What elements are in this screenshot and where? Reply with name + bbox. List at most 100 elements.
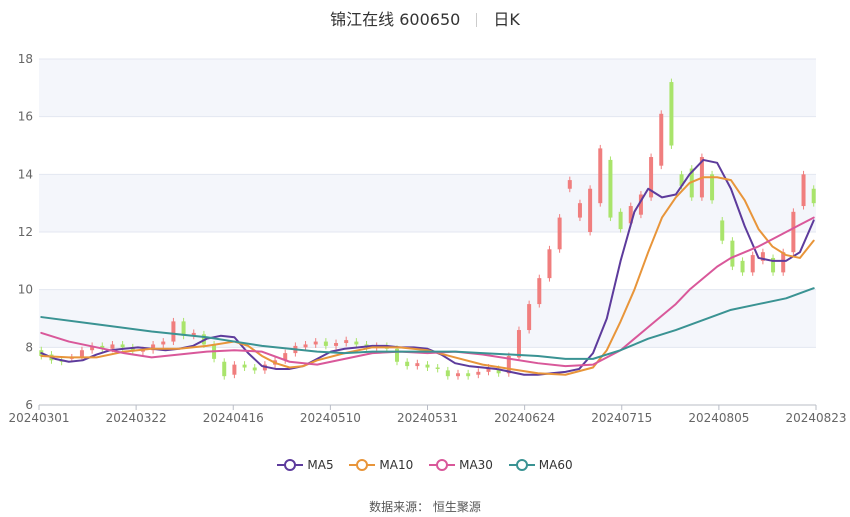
candle-body [649,157,654,198]
x-tick-label: 20240301 [8,411,69,425]
legend-marker-ma30 [429,459,456,471]
candle-body [140,350,145,352]
stock-name: 锦江在线 600650 [330,10,461,29]
candle-body [659,113,664,166]
x-tick-label: 20240322 [106,411,167,425]
candle-body [283,353,288,361]
candle-body [313,341,318,345]
title-separator [476,13,478,27]
grid-band [39,174,816,232]
candle-body [334,343,339,346]
grid-band [39,289,816,348]
candle-body [110,344,115,349]
y-tick-label: 8 [25,340,33,354]
grid-band [39,59,816,117]
candle-body [638,194,643,215]
candle-body [130,347,135,352]
legend-item-ma5[interactable]: MA5 [277,458,334,472]
y-tick-label: 12 [18,225,33,239]
chart-title: 锦江在线 600650 日K [0,6,850,29]
candle-body [486,367,491,372]
candle-body [557,217,562,250]
candle-body [608,159,613,218]
candle-body [232,364,237,375]
legend-item-ma30[interactable]: MA30 [429,458,493,472]
y-tick-label: 14 [18,167,33,181]
candle-body [161,341,166,345]
candle-body [740,260,745,273]
data-source: 数据来源： 恒生聚源 [0,498,850,515]
series-line-ma30 [40,216,815,368]
candle-body [395,348,400,362]
x-tick-label: 20240416 [203,411,264,425]
candle-body [547,249,552,279]
candle-body [222,361,227,377]
candle-body [669,82,674,146]
candle-body [618,211,623,230]
candle-body [120,344,125,348]
candle-body [710,174,715,201]
candle-body [577,203,582,218]
candle-body [425,364,430,368]
series-line-ma10 [40,176,815,376]
legend-marker-ma5 [277,459,304,471]
legend-item-ma60[interactable]: MA60 [508,458,573,472]
candle-body [771,257,776,273]
series-line-ma60 [40,287,815,360]
x-tick-label: 20240624 [494,411,555,425]
candle-body [527,304,532,331]
candle-body [100,345,105,349]
y-tick-label: 18 [18,52,33,66]
y-tick-label: 16 [18,110,33,124]
candle-body [151,344,156,351]
y-tick-label: 10 [18,283,33,297]
candle-body [730,240,735,267]
candle-body [516,330,521,358]
legend-marker-ma60 [508,459,535,471]
x-tick-label: 20240823 [785,411,846,425]
legend-label-ma60: MA60 [538,458,573,472]
candle-body [435,367,440,369]
candle-body [191,332,196,336]
legend-label-ma30: MA30 [459,458,493,472]
candle-body [567,180,572,189]
candle-body [628,206,633,224]
candle-body [79,350,84,358]
legend-label-ma10: MA10 [379,458,414,472]
source-name: 恒生聚源 [432,500,481,514]
candle-body [323,341,328,346]
candle-body [252,367,257,371]
source-label: 数据来源： [369,500,430,514]
candle-body [750,255,755,273]
candle-body [90,345,95,351]
candle-body [760,252,765,261]
candle-body [537,278,542,305]
candle-body [679,174,684,186]
candle-body [791,211,796,253]
legend-item-ma10[interactable]: MA10 [349,458,413,472]
period-label: 日K [493,10,520,29]
candle-body [496,368,501,374]
y-tick-label: 6 [25,398,33,412]
x-tick-label: 20240510 [300,411,361,425]
candle-body [588,188,593,232]
x-tick-label: 20240531 [397,411,458,425]
legend-label-ma5: MA5 [307,458,334,472]
candle-body [405,361,410,367]
candle-body [781,252,786,273]
candlestick-chart: 6 8 10 12 14 16 18 20240301 20240322 20240416 2024… [8,52,846,425]
x-tick-label: 20240805 [688,411,749,425]
candle-body [171,321,176,342]
candle-body [455,373,460,377]
candle-body [506,355,511,374]
candle-body [598,148,603,204]
candle-body [476,371,481,375]
x-tick-label: 20240715 [591,411,652,425]
candle-body [303,344,308,348]
candle-body [445,370,450,377]
chart-legend: MA5 MA10 MA30 MA60 [0,458,850,472]
candle-body [415,363,420,367]
candle-body [242,364,247,368]
candle-body [811,188,816,204]
candle-body [801,174,806,207]
